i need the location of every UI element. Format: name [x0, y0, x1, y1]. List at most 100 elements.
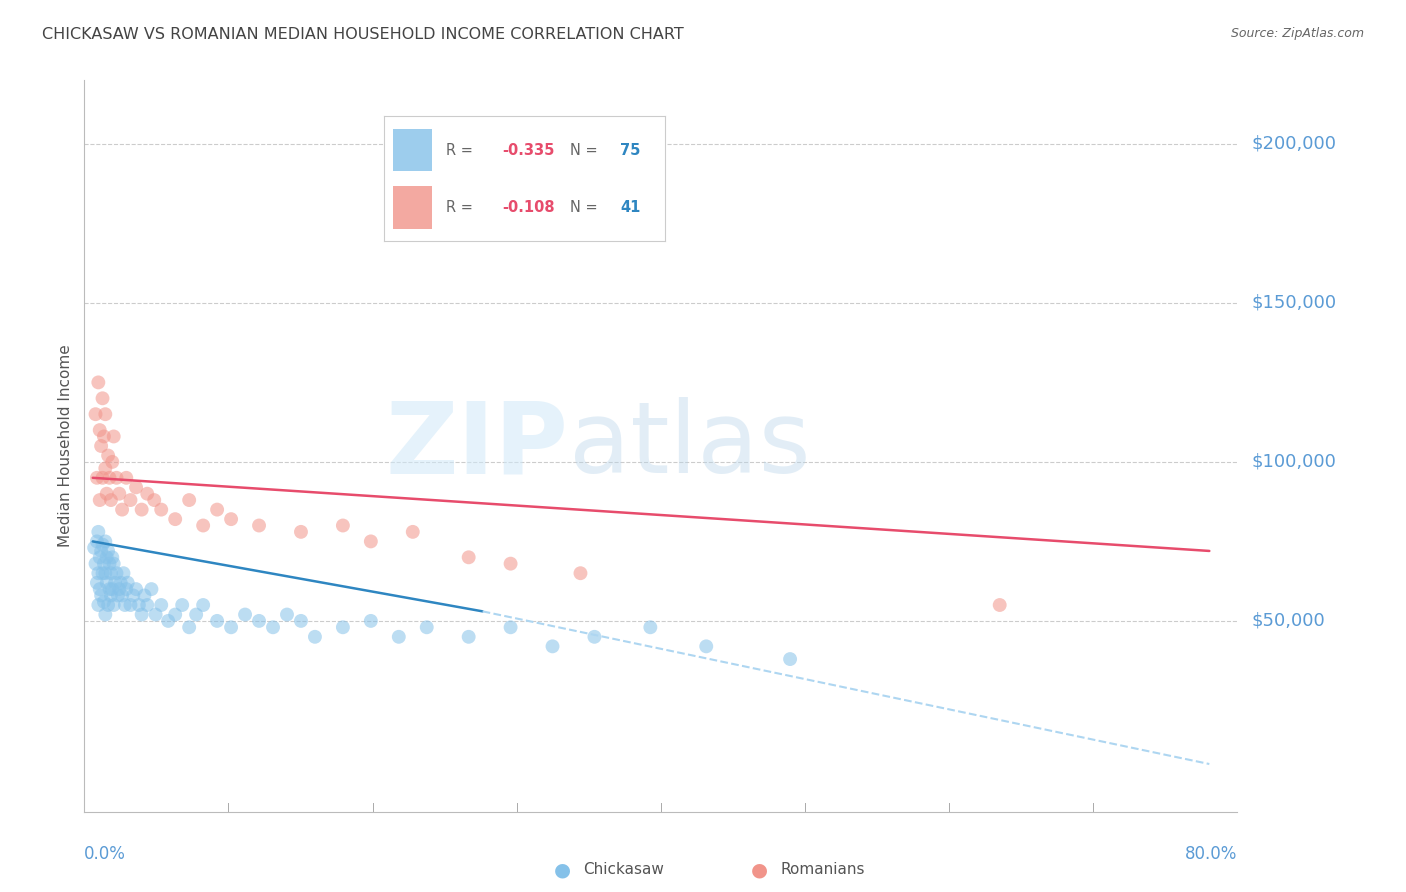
Point [94, 461, 117, 475]
Point [108, 582, 131, 596]
Text: $150,000: $150,000 [1251, 293, 1337, 312]
Text: -0.335: -0.335 [502, 143, 554, 158]
Point [262, 620, 284, 634]
Text: CHICKASAW VS ROMANIAN MEDIAN HOUSEHOLD INCOME CORRELATION CHART: CHICKASAW VS ROMANIAN MEDIAN HOUSEHOLD I… [42, 27, 683, 42]
Point [569, 566, 592, 581]
Point [157, 614, 180, 628]
Point [93, 557, 115, 571]
Text: $100,000: $100,000 [1251, 453, 1336, 471]
Point [89, 582, 111, 596]
Bar [392, 128, 432, 171]
Point [90, 544, 112, 558]
Text: R =: R = [446, 143, 478, 158]
Text: ●: ● [554, 860, 571, 880]
Point [87, 376, 110, 390]
Point [115, 471, 138, 485]
Point [114, 598, 136, 612]
Point [499, 557, 522, 571]
Point [360, 534, 382, 549]
Point [84, 557, 107, 571]
Point [101, 582, 124, 596]
Point [96, 550, 118, 565]
Point [97, 598, 120, 612]
Point [332, 518, 354, 533]
Point [105, 471, 128, 485]
Point [332, 620, 354, 634]
Point [191, 518, 214, 533]
Point [86, 471, 108, 485]
Point [96, 575, 118, 590]
Point [94, 566, 117, 581]
Point [87, 524, 110, 539]
Text: N =: N = [569, 143, 602, 158]
Point [90, 589, 112, 603]
Text: -0.108: -0.108 [502, 200, 555, 215]
Point [179, 493, 201, 508]
Point [86, 534, 108, 549]
Point [103, 598, 125, 612]
Point [103, 557, 125, 571]
Y-axis label: Median Household Income: Median Household Income [58, 344, 73, 548]
Text: ●: ● [751, 860, 768, 880]
Text: Source: ZipAtlas.com: Source: ZipAtlas.com [1230, 27, 1364, 40]
Point [98, 471, 121, 485]
Point [94, 407, 117, 421]
Point [93, 429, 115, 443]
Point [108, 486, 131, 500]
Point [111, 502, 134, 516]
Point [100, 589, 122, 603]
Point [98, 582, 121, 596]
Point [219, 512, 242, 526]
Point [134, 589, 156, 603]
Point [290, 524, 312, 539]
Point [105, 566, 128, 581]
Point [91, 392, 114, 406]
Point [247, 614, 270, 628]
Point [205, 614, 228, 628]
Point [499, 620, 522, 634]
Point [165, 512, 187, 526]
Point [141, 582, 163, 596]
Point [125, 582, 148, 596]
Bar [392, 186, 432, 228]
Text: N =: N = [569, 200, 602, 215]
Point [94, 607, 117, 622]
Point [90, 439, 112, 453]
Text: atlas: atlas [568, 398, 810, 494]
Point [186, 607, 208, 622]
Point [112, 566, 135, 581]
Point [120, 493, 142, 508]
Point [89, 493, 111, 508]
Point [583, 630, 606, 644]
Point [97, 544, 120, 558]
Point [131, 502, 153, 516]
Point [110, 575, 132, 590]
Point [416, 620, 439, 634]
Point [91, 538, 114, 552]
Point [120, 598, 142, 612]
Point [219, 620, 242, 634]
Point [131, 607, 153, 622]
Point [640, 620, 662, 634]
Point [91, 471, 114, 485]
Point [541, 640, 564, 654]
Point [83, 541, 105, 555]
Point [457, 550, 479, 565]
Point [98, 557, 121, 571]
Point [89, 423, 111, 437]
Point [165, 607, 187, 622]
Text: $200,000: $200,000 [1251, 135, 1336, 153]
Point [100, 566, 122, 581]
Point [402, 524, 425, 539]
Point [111, 589, 134, 603]
Point [276, 607, 298, 622]
Point [128, 598, 150, 612]
Point [84, 407, 107, 421]
Point [988, 598, 1011, 612]
Point [457, 630, 479, 644]
Text: 0.0%: 0.0% [84, 845, 127, 863]
Point [89, 550, 111, 565]
Point [125, 480, 148, 494]
Point [172, 598, 194, 612]
Point [233, 607, 256, 622]
